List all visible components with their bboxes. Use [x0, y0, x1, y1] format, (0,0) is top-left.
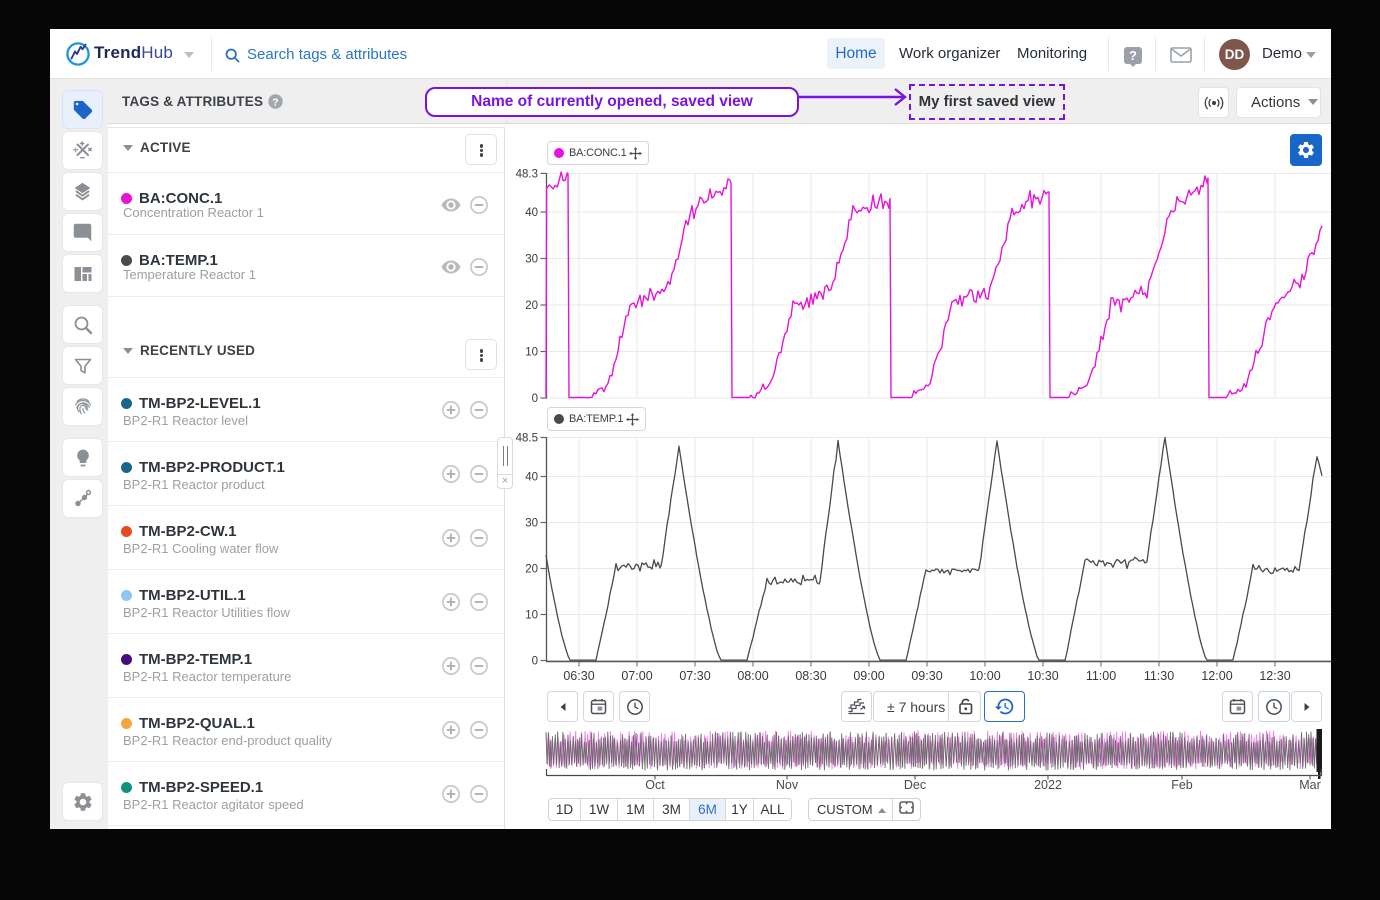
svg-text:07:30: 07:30	[679, 669, 710, 683]
svg-text:0: 0	[532, 656, 538, 668]
svg-text:10: 10	[525, 610, 538, 622]
svg-text:0: 0	[532, 393, 538, 405]
svg-text:09:00: 09:00	[853, 669, 884, 683]
svg-text:10:00: 10:00	[969, 669, 1000, 683]
svg-text:30: 30	[525, 254, 538, 266]
svg-text:Mar: Mar	[1299, 778, 1321, 792]
svg-text:48.3: 48.3	[516, 168, 538, 180]
svg-text:20: 20	[525, 564, 538, 576]
svg-text:40: 40	[525, 207, 538, 219]
svg-text:48.5: 48.5	[516, 433, 538, 445]
svg-text:?: ?	[1129, 49, 1137, 63]
svg-text:07:00: 07:00	[621, 669, 652, 683]
svg-text:10:30: 10:30	[1027, 669, 1058, 683]
svg-text:Oct: Oct	[645, 778, 665, 792]
svg-text:10: 10	[525, 347, 538, 359]
svg-text:09:30: 09:30	[911, 669, 942, 683]
svg-text:Feb: Feb	[1171, 778, 1193, 792]
svg-text:11:00: 11:00	[1086, 669, 1116, 683]
svg-text:Dec: Dec	[904, 778, 926, 792]
svg-text:?: ?	[272, 96, 278, 108]
svg-text:2022: 2022	[1034, 778, 1062, 792]
svg-text:Nov: Nov	[776, 778, 799, 792]
svg-text:40: 40	[525, 472, 538, 484]
svg-text:08:30: 08:30	[795, 669, 826, 683]
svg-text:12:30: 12:30	[1259, 669, 1290, 683]
svg-text:20: 20	[525, 300, 538, 312]
svg-text:12:00: 12:00	[1201, 669, 1232, 683]
svg-text:08:00: 08:00	[737, 669, 768, 683]
svg-text:30: 30	[525, 518, 538, 530]
svg-text:11:30: 11:30	[1144, 669, 1174, 683]
svg-text:06:30: 06:30	[563, 669, 594, 683]
